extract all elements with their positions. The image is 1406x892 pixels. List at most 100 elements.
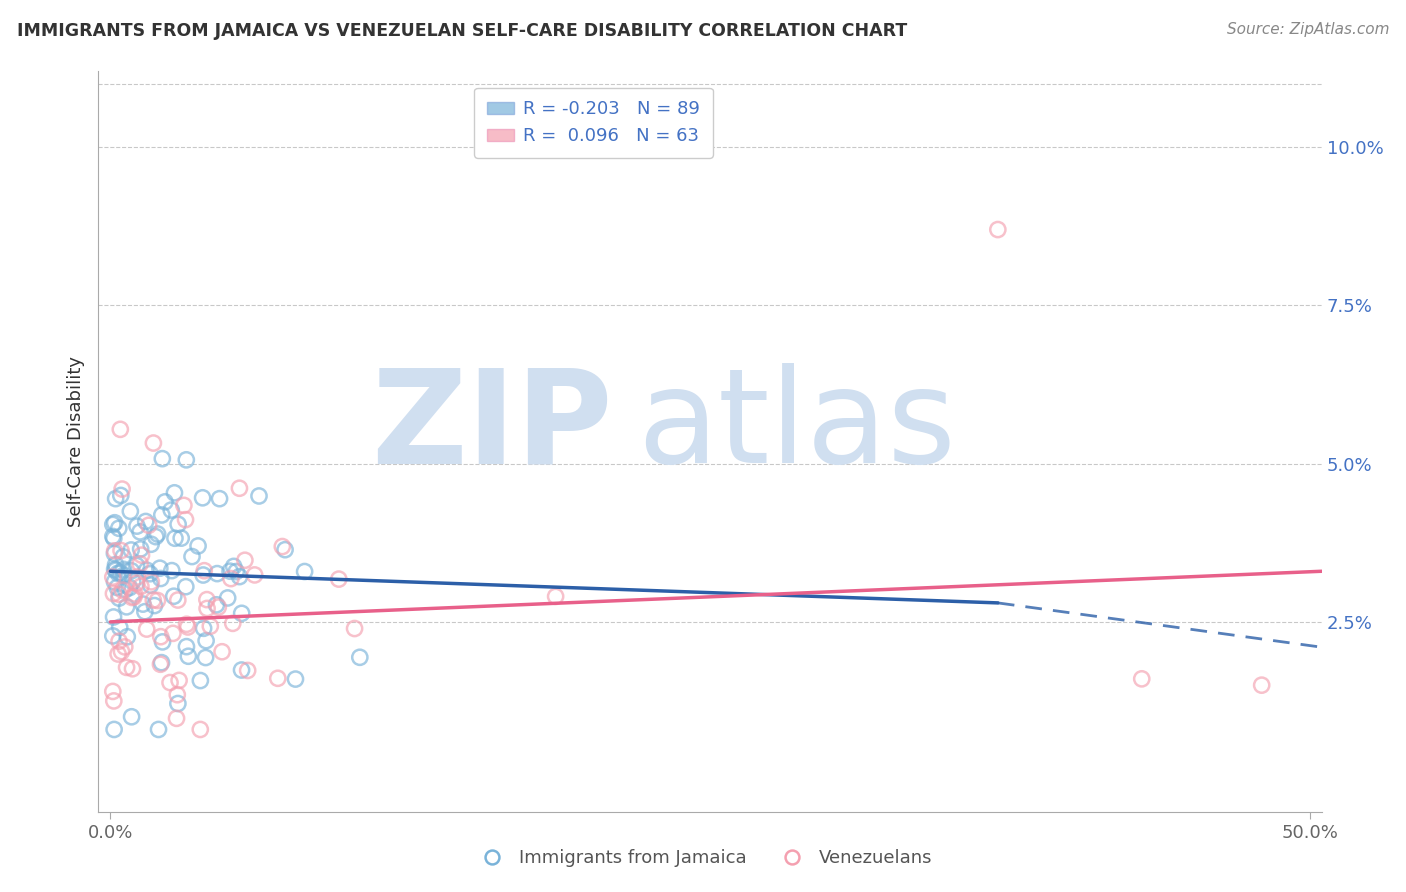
Point [225, 565, 247, 579]
Point [115, 599, 138, 614]
Point [107, 647, 129, 661]
Point [127, 570, 149, 584]
Point [1130, 672, 1153, 686]
Point [170, 531, 193, 545]
Point [207, 600, 229, 615]
Point [121, 574, 143, 589]
Point [176, 640, 198, 654]
Point [150, 508, 173, 522]
Point [120, 504, 142, 518]
Point [191, 491, 214, 505]
Point [146, 593, 169, 607]
Point [208, 491, 231, 506]
Point [101, 629, 124, 643]
Point [222, 616, 245, 631]
Point [166, 593, 188, 607]
Point [219, 564, 242, 578]
Point [228, 481, 250, 495]
Point [195, 633, 218, 648]
Point [104, 491, 127, 506]
Point [110, 644, 132, 658]
Point [108, 620, 131, 634]
Point [111, 482, 134, 496]
Point [117, 630, 139, 644]
Point [139, 578, 162, 592]
Point [134, 605, 156, 619]
Point [987, 222, 1010, 236]
Point [181, 549, 204, 564]
Point [231, 663, 253, 677]
Point [177, 649, 200, 664]
Point [294, 565, 316, 579]
Point [146, 527, 169, 541]
Point [267, 671, 290, 685]
Point [129, 579, 152, 593]
Point [101, 529, 124, 543]
Point [111, 583, 134, 598]
Point [112, 549, 135, 564]
Point [211, 645, 233, 659]
Point [125, 558, 148, 573]
Point [125, 519, 148, 533]
Point [108, 634, 131, 648]
Point [110, 566, 132, 580]
Point [150, 451, 173, 466]
Point [176, 453, 198, 467]
Point [217, 591, 239, 605]
Point [101, 517, 124, 532]
Point [271, 540, 294, 554]
Point [247, 489, 270, 503]
Point [544, 590, 567, 604]
Point [167, 697, 190, 711]
Point [104, 562, 127, 576]
Point [219, 572, 242, 586]
Point [101, 570, 124, 584]
Point [233, 553, 256, 567]
Point [195, 592, 218, 607]
Point [132, 597, 155, 611]
Point [187, 539, 209, 553]
Point [160, 503, 183, 517]
Point [110, 422, 132, 436]
Point [105, 581, 128, 595]
Point [153, 495, 176, 509]
Point [205, 598, 228, 612]
Point [160, 564, 183, 578]
Point [200, 619, 222, 633]
Point [149, 572, 172, 586]
Point [125, 576, 148, 591]
Point [284, 672, 307, 686]
Point [138, 518, 160, 533]
Point [149, 630, 172, 644]
Point [107, 521, 129, 535]
Point [152, 635, 174, 649]
Point [121, 710, 143, 724]
Point [104, 544, 127, 558]
Point [108, 591, 131, 606]
Point [167, 673, 190, 688]
Point [193, 564, 215, 578]
Point [143, 599, 166, 613]
Point [104, 516, 127, 530]
Point [173, 499, 195, 513]
Point [103, 546, 125, 560]
Point [121, 591, 143, 605]
Point [149, 561, 172, 575]
Text: IMMIGRANTS FROM JAMAICA VS VENEZUELAN SELF-CARE DISABILITY CORRELATION CHART: IMMIGRANTS FROM JAMAICA VS VENEZUELAN SE… [17, 22, 907, 40]
Text: Source: ZipAtlas.com: Source: ZipAtlas.com [1226, 22, 1389, 37]
Point [177, 620, 200, 634]
Point [103, 723, 125, 737]
Text: ZIP: ZIP [371, 363, 612, 491]
Point [174, 580, 197, 594]
Point [243, 568, 266, 582]
Point [191, 568, 214, 582]
Point [107, 566, 129, 581]
Point [115, 660, 138, 674]
Point [228, 569, 250, 583]
Point [103, 694, 125, 708]
Point [110, 543, 132, 558]
Point [121, 662, 143, 676]
Point [274, 542, 297, 557]
Point [118, 581, 141, 595]
Point [190, 673, 212, 688]
